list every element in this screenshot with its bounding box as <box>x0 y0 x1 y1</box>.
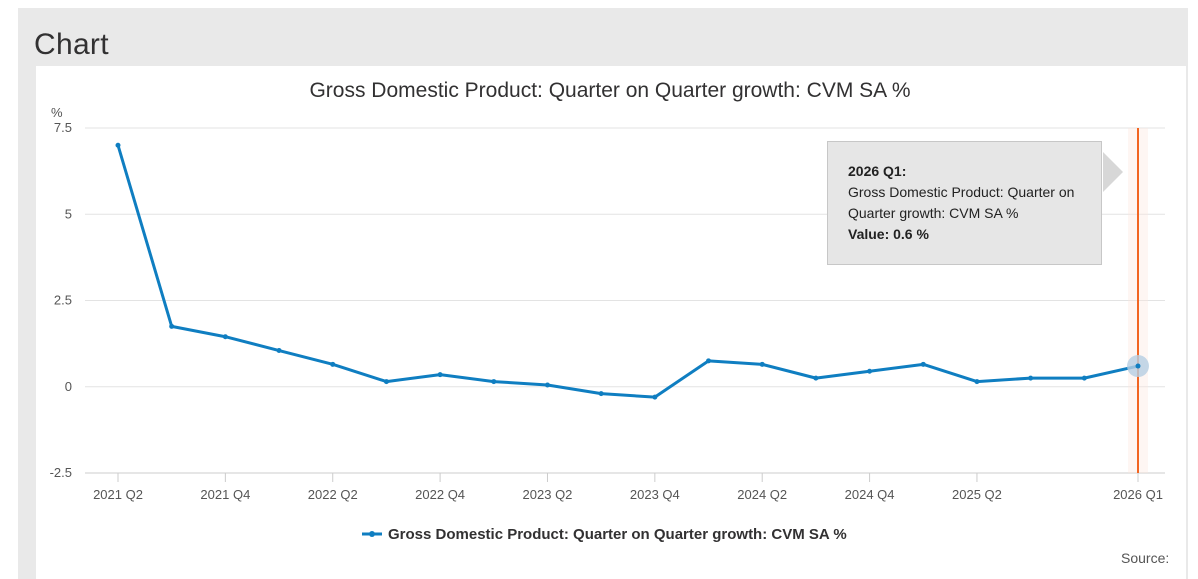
tooltip-heading: 2026 Q1: <box>848 163 907 179</box>
data-point[interactable] <box>169 323 175 329</box>
y-axis-ticks: 7.5 5 2.5 0 -2.5 <box>50 120 72 480</box>
y-axis-label: % <box>51 105 63 120</box>
legend-label[interactable]: Gross Domestic Product: Quarter on Quart… <box>388 526 847 543</box>
tooltip-series-name: Gross Domestic Product: Quarter on Quart… <box>848 184 1075 221</box>
legend-dot-marker <box>369 531 375 537</box>
data-point[interactable] <box>1135 363 1141 369</box>
series-line[interactable] <box>116 144 1139 399</box>
y-tick-label: -2.5 <box>50 465 72 480</box>
data-point[interactable] <box>1028 375 1034 381</box>
x-tick-label: 2023 Q2 <box>523 487 573 502</box>
data-point[interactable] <box>437 372 443 378</box>
x-tick-label: 2026 Q1 <box>1113 487 1163 502</box>
data-point[interactable] <box>813 375 819 381</box>
x-tick-label: 2024 Q2 <box>737 487 787 502</box>
y-tick-label: 0 <box>65 379 72 394</box>
data-point[interactable] <box>222 334 228 340</box>
data-point[interactable] <box>706 358 712 364</box>
data-point[interactable] <box>544 382 550 388</box>
data-point[interactable] <box>330 361 336 367</box>
data-point[interactable] <box>598 391 604 397</box>
data-point[interactable] <box>276 348 282 354</box>
tooltip: 2026 Q1: Gross Domestic Product: Quarter… <box>827 141 1102 265</box>
data-point[interactable] <box>383 379 389 385</box>
data-point[interactable] <box>1081 375 1087 381</box>
tooltip-value: Value: 0.6 % <box>848 226 929 242</box>
tooltip-arrow <box>1103 152 1123 192</box>
data-point[interactable] <box>115 142 121 148</box>
panel-title: Chart <box>34 28 109 61</box>
legend[interactable]: Gross Domestic Product: Quarter on Quart… <box>362 526 847 543</box>
x-tick-label: 2021 Q4 <box>200 487 250 502</box>
y-tick-label: 2.5 <box>54 293 72 308</box>
x-tick-label: 2022 Q4 <box>415 487 465 502</box>
gridlines <box>85 127 1165 474</box>
x-tick-label: 2025 Q2 <box>952 487 1002 502</box>
data-point[interactable] <box>491 379 497 385</box>
y-tick-label: 5 <box>65 206 72 221</box>
data-point[interactable] <box>759 361 765 367</box>
source-label: Source: <box>1121 550 1170 566</box>
highlight-layer <box>1128 128 1148 473</box>
x-axis-ticks: 2021 Q2 2021 Q4 2022 Q2 2022 Q4 2023 Q2 2023 … <box>93 473 1163 502</box>
x-tick-label: 2022 Q2 <box>308 487 358 502</box>
data-point[interactable] <box>867 368 873 374</box>
series-layer[interactable] <box>115 142 1150 400</box>
data-point[interactable] <box>652 394 658 400</box>
x-tick-label: 2023 Q4 <box>630 487 680 502</box>
x-tick-label: 2024 Q4 <box>845 487 895 502</box>
x-tick-label: 2021 Q2 <box>93 487 143 502</box>
data-point[interactable] <box>920 361 926 367</box>
chart-title: Gross Domestic Product: Quarter on Quart… <box>309 79 910 102</box>
y-tick-label: 7.5 <box>54 120 72 135</box>
data-point[interactable] <box>974 379 980 385</box>
